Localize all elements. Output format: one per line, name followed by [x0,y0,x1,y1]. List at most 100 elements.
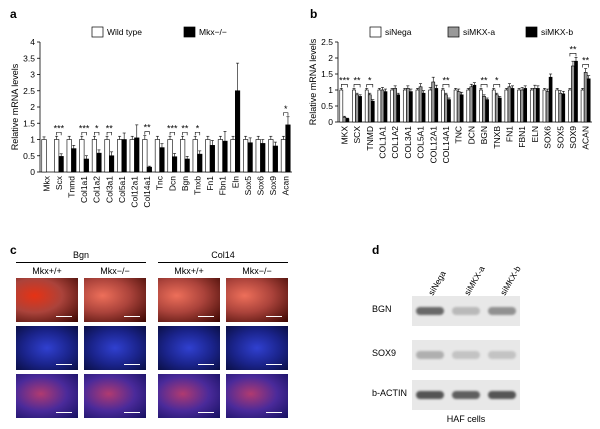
x-tick-label: Col1a2 [92,176,102,203]
micrograph-tile [158,374,220,418]
x-tick-label: Col3a1 [104,176,114,203]
significance-bracket [169,131,175,136]
y-tick-label: 0 [328,117,333,127]
bar [205,139,211,173]
x-tick-label: COL5A1 [416,126,426,159]
legend-label: siMKX-a [463,27,495,37]
x-tick-label: Sox9 [268,176,278,196]
significance-stars: ** [144,123,152,133]
micrograph-tile [84,326,146,370]
panel-label-a: a [10,7,17,21]
x-tick-label: MKX [339,126,349,145]
bar [586,78,591,123]
significance-bracket [442,84,450,88]
bar [517,89,521,123]
legend-label: Mkx−/− [199,27,227,37]
bar [260,143,266,173]
bar [456,91,461,123]
legend-swatch [369,26,382,38]
blot-lane-label: siMKX-a [462,264,487,297]
y-tick-label: 2 [30,102,35,112]
bar [192,139,198,173]
bar [447,99,451,123]
significance-stars: *** [54,123,65,133]
x-tick-label: FN1 [504,126,514,142]
bar [548,76,553,123]
significance-stars: * [284,104,288,114]
significance-stars: ** [354,75,362,85]
x-tick-label: Mkx [41,175,51,191]
significance-bracket [56,131,62,136]
x-tick-label: SOX6 [543,126,553,149]
legend-label: siNega [385,27,412,37]
y-tick-label: 4 [30,37,35,47]
bar [197,153,203,173]
scale-bar [198,316,214,317]
bar [421,92,426,123]
significance-bracket [582,64,589,68]
bar [217,139,224,173]
bar [91,139,98,173]
micrograph-tile [16,326,78,370]
x-tick-label: Tnxb [193,176,203,195]
bar [409,91,413,123]
bar [66,139,72,173]
bar [558,92,563,123]
significance-bracket [182,131,188,136]
x-tick-label: Eln [230,176,240,189]
significance-bracket [283,112,289,116]
x-tick-label: Bgn [180,176,190,191]
bar [441,89,445,123]
micrograph-column-label: Mkx+/+ [174,266,204,276]
bar [243,139,249,173]
bar [104,139,110,173]
y-tick-label: 0.5 [321,101,333,111]
bar [396,94,401,123]
x-tick-label: TNXB [492,126,502,149]
significance-bracket [341,84,348,88]
y-tick-label: 0.5 [23,151,35,161]
bar [459,94,464,123]
scale-bar [198,364,214,365]
significance-stars: *** [79,123,90,133]
x-tick-label: COL1A1 [377,126,387,159]
y-tick-label: 2.5 [23,86,35,96]
micrograph-column-label: Mkx+/+ [32,266,62,276]
blot-band [488,391,516,399]
significance-stars: ** [481,75,489,85]
blot-band [416,391,444,399]
bar [580,89,585,123]
micrograph-tile [158,326,220,370]
x-tick-label: BGN [479,126,489,144]
x-tick-label: COL1A2 [390,126,400,159]
x-tick-label: COL12A1 [428,126,438,164]
blot-lane-label: siMKX-b [498,264,523,297]
significance-stars: * [495,75,499,85]
x-tick-label: COL14A1 [441,126,451,164]
legend-label: Wild type [107,27,142,37]
bar [154,139,161,173]
scale-bar [198,412,214,413]
bar [507,86,512,123]
significance-bracket [144,131,150,135]
significance-stars: *** [339,75,350,85]
blot-band [416,307,444,315]
scale-bar [266,364,282,365]
bar [469,86,474,123]
blot-row-label: SOX9 [372,348,397,358]
bar [418,86,423,123]
micrograph-tile [16,278,78,322]
bar [79,139,85,173]
bar [167,139,173,173]
bar [571,65,575,123]
bar [268,139,274,173]
micrograph-tile [226,374,288,418]
x-tick-label: Col14a1 [142,176,152,208]
bar [431,81,436,123]
significance-stars: ** [569,44,577,54]
group-divider [158,262,288,263]
bar [342,116,347,123]
bar [555,89,560,123]
significance-bracket [106,131,112,136]
bar [129,139,135,173]
